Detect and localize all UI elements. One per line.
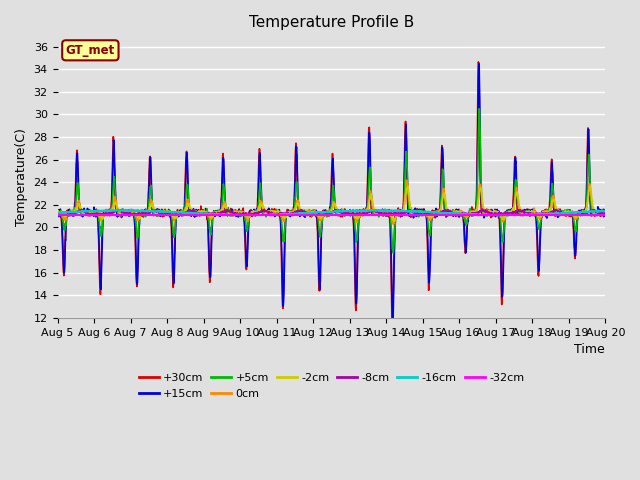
+5cm <box>54 207 61 213</box>
+30cm <box>54 207 61 213</box>
+5cm <box>569 211 577 217</box>
+15cm <box>602 210 609 216</box>
-32cm <box>54 212 61 218</box>
+5cm <box>554 211 561 216</box>
-16cm <box>491 212 499 218</box>
+5cm <box>476 106 483 112</box>
Line: -8cm: -8cm <box>58 209 605 216</box>
-8cm <box>207 211 214 216</box>
-32cm <box>270 212 278 217</box>
0cm <box>554 208 561 214</box>
-32cm <box>554 212 561 218</box>
-8cm <box>54 211 61 217</box>
-8cm <box>602 211 609 216</box>
+15cm <box>348 211 355 217</box>
+15cm <box>569 212 577 218</box>
X-axis label: Time: Time <box>575 343 605 356</box>
-32cm <box>207 212 214 218</box>
-2cm <box>491 211 499 217</box>
Legend: +30cm, +15cm, +5cm, 0cm, -2cm, -8cm, -16cm, -32cm: +30cm, +15cm, +5cm, 0cm, -2cm, -8cm, -16… <box>134 369 529 403</box>
0cm <box>569 212 577 218</box>
-8cm <box>348 211 355 216</box>
0cm <box>54 210 61 216</box>
-2cm <box>554 208 561 214</box>
+15cm <box>54 211 61 216</box>
+30cm <box>491 211 499 216</box>
+5cm <box>389 250 397 256</box>
-8cm <box>360 211 367 217</box>
-32cm <box>569 212 577 218</box>
+5cm <box>602 210 609 216</box>
0cm <box>359 210 367 216</box>
-16cm <box>134 207 141 213</box>
Title: Temperature Profile B: Temperature Profile B <box>249 15 414 30</box>
+5cm <box>491 209 499 215</box>
+30cm <box>207 274 214 279</box>
Line: 0cm: 0cm <box>58 180 605 224</box>
0cm <box>348 211 355 217</box>
+30cm <box>475 59 483 65</box>
-16cm <box>360 208 367 214</box>
-2cm <box>569 210 577 216</box>
+30cm <box>554 211 561 217</box>
-2cm <box>207 211 214 217</box>
-2cm <box>390 219 398 225</box>
+30cm <box>348 210 355 216</box>
-32cm <box>194 213 202 219</box>
Line: -32cm: -32cm <box>58 215 605 216</box>
-8cm <box>569 210 577 216</box>
+15cm <box>207 275 214 280</box>
-32cm <box>360 212 367 218</box>
+15cm <box>389 319 397 324</box>
+5cm <box>348 213 355 218</box>
Line: +5cm: +5cm <box>58 109 605 253</box>
+30cm <box>359 210 367 216</box>
-8cm <box>491 210 499 216</box>
+15cm <box>554 208 561 214</box>
-2cm <box>404 183 412 189</box>
+15cm <box>475 61 483 67</box>
-16cm <box>602 208 609 214</box>
Line: +30cm: +30cm <box>58 62 605 324</box>
+30cm <box>602 210 609 216</box>
Line: -16cm: -16cm <box>58 210 605 216</box>
-16cm <box>207 212 214 217</box>
-8cm <box>554 208 561 214</box>
Text: GT_met: GT_met <box>66 44 115 57</box>
Y-axis label: Temperature(C): Temperature(C) <box>15 128 28 226</box>
-8cm <box>90 213 97 219</box>
-8cm <box>478 206 486 212</box>
-2cm <box>602 209 609 215</box>
0cm <box>491 211 499 216</box>
+15cm <box>359 211 367 216</box>
-32cm <box>602 212 609 218</box>
Line: -2cm: -2cm <box>58 186 605 222</box>
-2cm <box>359 211 367 216</box>
-16cm <box>494 213 502 219</box>
+30cm <box>388 322 396 327</box>
+15cm <box>491 206 499 212</box>
+5cm <box>359 210 367 216</box>
-2cm <box>348 211 355 217</box>
-2cm <box>54 209 61 215</box>
-32cm <box>491 212 499 218</box>
0cm <box>602 209 609 215</box>
+30cm <box>569 213 577 219</box>
-32cm <box>348 212 355 217</box>
0cm <box>390 221 397 227</box>
-16cm <box>569 210 577 216</box>
+5cm <box>207 229 214 235</box>
0cm <box>403 177 410 183</box>
0cm <box>207 217 214 223</box>
-16cm <box>54 209 61 215</box>
-16cm <box>348 208 355 214</box>
-16cm <box>554 210 561 216</box>
Line: +15cm: +15cm <box>58 64 605 322</box>
